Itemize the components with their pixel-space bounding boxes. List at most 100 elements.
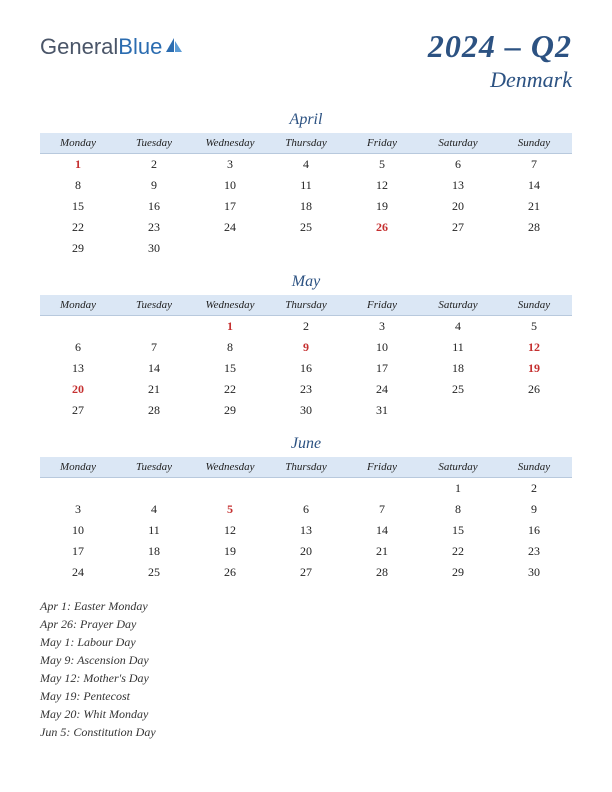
calendar-cell [496,400,572,421]
calendar-cell: 2 [116,154,192,176]
calendar-cell: 15 [40,196,116,217]
calendar-cell [116,478,192,500]
calendar-cell [420,238,496,259]
calendar-row: 13141516171819 [40,358,572,379]
calendar-cell: 10 [40,520,116,541]
calendar-cell: 29 [40,238,116,259]
month-title: April [40,111,572,129]
calendar-cell: 12 [192,520,268,541]
calendar-cell: 4 [116,499,192,520]
calendar-cell: 2 [268,316,344,338]
calendar-cell: 5 [344,154,420,176]
calendar-row: 1234567 [40,154,572,176]
calendar-cell: 7 [116,337,192,358]
weekday-header: Tuesday [116,133,192,154]
weekday-header: Friday [344,133,420,154]
calendar-cell: 30 [496,562,572,583]
calendar-cell: 22 [420,541,496,562]
calendar-cell [268,478,344,500]
calendar-cell [268,238,344,259]
calendar-cell: 9 [116,175,192,196]
calendar-cell: 22 [192,379,268,400]
weekday-header: Wednesday [192,295,268,316]
calendar-cell: 25 [116,562,192,583]
calendar-cell: 13 [268,520,344,541]
month-block: June MondayTuesdayWednesdayThursdayFriday… [40,435,572,583]
calendar-cell: 12 [344,175,420,196]
calendar-cell: 19 [344,196,420,217]
calendar-cell: 24 [192,217,268,238]
calendar-cell: 29 [192,400,268,421]
month-title: June [40,435,572,453]
holiday-entry: May 20: Whit Monday [40,705,572,723]
calendar-cell [344,238,420,259]
calendar-cell: 14 [496,175,572,196]
calendar-cell [192,478,268,500]
calendar-cell: 2 [496,478,572,500]
calendar-cell: 16 [116,196,192,217]
header: GeneralBlue 2024 – Q2 Denmark [40,28,572,93]
calendar-cell: 27 [40,400,116,421]
holiday-entry: Apr 1: Easter Monday [40,597,572,615]
calendar-cell: 9 [268,337,344,358]
weekday-header: Tuesday [116,295,192,316]
weekday-header: Friday [344,295,420,316]
weekday-header: Tuesday [116,457,192,478]
calendar-cell: 14 [116,358,192,379]
weekday-header: Wednesday [192,457,268,478]
calendar-cell: 20 [268,541,344,562]
holiday-entry: May 12: Mother's Day [40,669,572,687]
calendar-cell: 26 [344,217,420,238]
calendar-cell: 25 [420,379,496,400]
calendar-cell: 26 [192,562,268,583]
weekday-header: Saturday [420,295,496,316]
calendar-cell: 18 [116,541,192,562]
calendar-cell: 10 [344,337,420,358]
calendar-cell [40,478,116,500]
weekday-header: Monday [40,457,116,478]
calendar-cell: 7 [496,154,572,176]
weekday-header: Wednesday [192,133,268,154]
calendar-cell: 1 [40,154,116,176]
calendar-cell: 27 [420,217,496,238]
calendar-cell: 8 [192,337,268,358]
weekday-header: Monday [40,295,116,316]
calendar-cell: 23 [496,541,572,562]
calendar-cell [192,238,268,259]
weekday-header: Saturday [420,133,496,154]
weekday-header: Thursday [268,295,344,316]
calendar-cell: 10 [192,175,268,196]
weekday-header: Sunday [496,133,572,154]
calendar-cell: 22 [40,217,116,238]
calendar-cell: 31 [344,400,420,421]
holiday-entry: Jun 5: Constitution Day [40,723,572,741]
calendar-cell: 19 [192,541,268,562]
calendar-row: 3456789 [40,499,572,520]
calendar-cell [420,400,496,421]
calendar-row: 12345 [40,316,572,338]
logo-text-general: General [40,34,118,60]
calendar-cell: 15 [192,358,268,379]
calendar-cell: 14 [344,520,420,541]
calendar-cell [344,478,420,500]
calendar-cell: 16 [268,358,344,379]
calendar-cell: 7 [344,499,420,520]
calendar-cell: 20 [40,379,116,400]
logo-sail-icon [164,36,184,54]
calendar-row: 22232425262728 [40,217,572,238]
calendar-table: MondayTuesdayWednesdayThursdayFridaySatu… [40,457,572,583]
logo-text-blue: Blue [118,34,162,60]
calendar-cell: 5 [192,499,268,520]
calendar-cell: 1 [420,478,496,500]
country: Denmark [428,67,572,93]
calendar-row: 6789101112 [40,337,572,358]
calendar-cell: 28 [116,400,192,421]
weekday-header: Friday [344,457,420,478]
year-quarter: 2024 – Q2 [428,28,572,65]
calendar-cell: 13 [420,175,496,196]
calendar-cell: 16 [496,520,572,541]
calendar-cell: 30 [268,400,344,421]
calendar-cell: 24 [344,379,420,400]
calendar-cell: 3 [344,316,420,338]
calendar-table: MondayTuesdayWednesdayThursdayFridaySatu… [40,295,572,421]
